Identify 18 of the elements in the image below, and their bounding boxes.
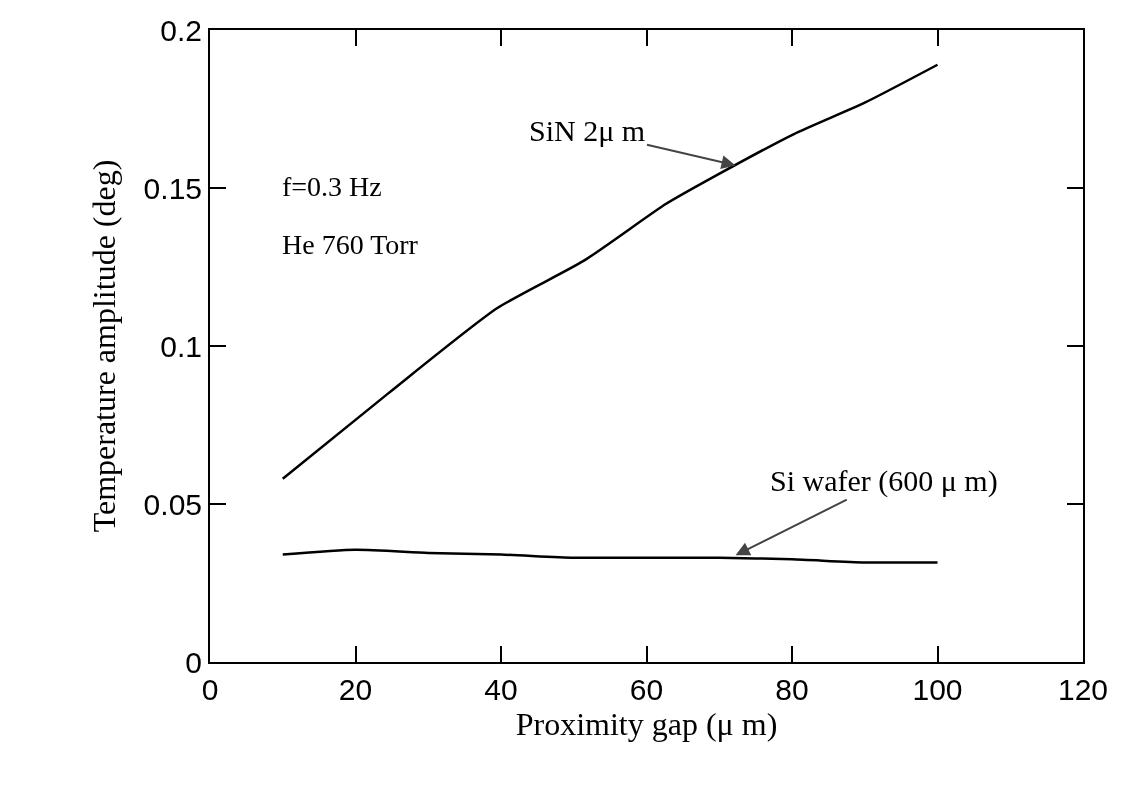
y-axis-title: Temperature amplitude (deg) <box>86 159 123 533</box>
x-tick-label: 120 <box>1057 673 1109 706</box>
x-tick-label: 40 <box>484 673 518 706</box>
line-series <box>281 548 939 564</box>
x-axis-title: Proximity gap (μ m) <box>515 706 778 742</box>
annotation: He 760 Torr <box>282 229 419 260</box>
annotation: SiN 2μ m <box>529 114 646 147</box>
y-tick-label: 0.1 <box>160 329 202 363</box>
x-tick-label: 100 <box>912 673 963 706</box>
annotation: f=0.3 Hz <box>282 171 382 202</box>
y-tick-label: 0.05 <box>143 487 202 521</box>
annotation: Si wafer (600 μ m) <box>770 464 998 498</box>
x-tick-label: 60 <box>629 673 664 706</box>
y-tick-label: 0 <box>185 645 202 679</box>
x-tick-label: 20 <box>338 673 373 706</box>
y-tick-label: 0.15 <box>143 171 202 205</box>
x-tick-label: 80 <box>775 673 809 706</box>
y-tick-label: 0.2 <box>160 13 202 47</box>
